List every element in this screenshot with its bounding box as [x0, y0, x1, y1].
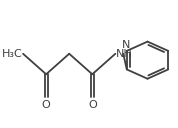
- Text: O: O: [88, 100, 97, 110]
- Text: N: N: [122, 40, 130, 50]
- Text: NH: NH: [116, 49, 133, 59]
- Text: H₃C: H₃C: [1, 49, 22, 59]
- Text: O: O: [42, 100, 51, 110]
